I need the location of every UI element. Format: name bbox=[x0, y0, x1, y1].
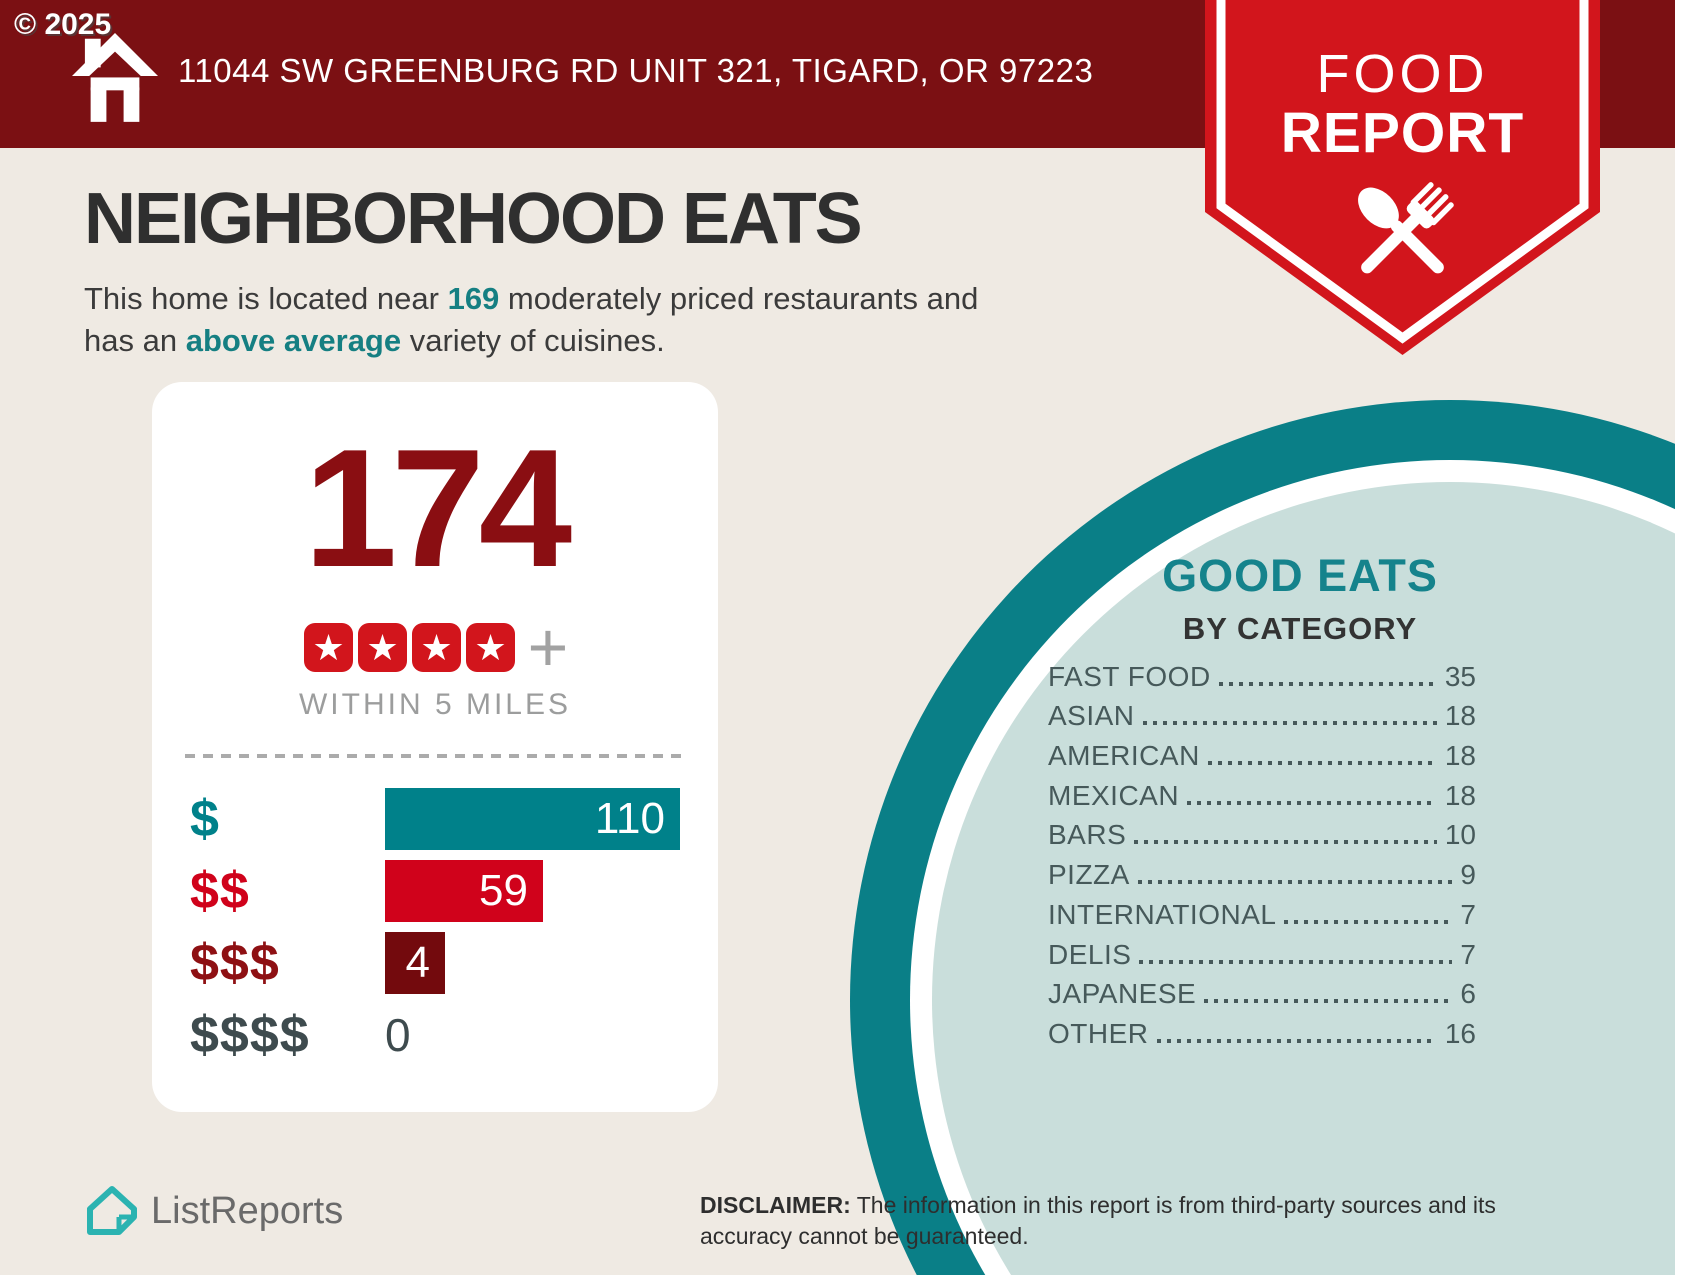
dotted-leader bbox=[1156, 1038, 1437, 1043]
category-label: BARS bbox=[1048, 819, 1127, 851]
category-list: FAST FOOD 35 ASIAN 18 AMERICAN 18 MEXICAN 18 BAR… bbox=[1048, 652, 1476, 1049]
category-value: 7 bbox=[1460, 938, 1476, 970]
dotted-leader bbox=[1284, 919, 1453, 924]
category-value: 9 bbox=[1460, 859, 1476, 891]
good-eats-subtitle: BY CATEGORY bbox=[1182, 611, 1418, 646]
category-label: PIZZA bbox=[1048, 859, 1130, 891]
category-value: 18 bbox=[1444, 779, 1476, 811]
food-report-ribbon: FOOD REPORT bbox=[1205, 0, 1600, 355]
intro-line1: This home is located near 169 moderately… bbox=[84, 281, 979, 316]
category-label: AMERICAN bbox=[1048, 740, 1200, 772]
dotted-leader bbox=[1207, 761, 1437, 766]
category-label: JAPANESE bbox=[1048, 978, 1197, 1010]
radius-label: WITHIN 5 MILES bbox=[298, 688, 572, 721]
dotted-leader bbox=[1204, 999, 1453, 1004]
copyright-text: © 2025 bbox=[14, 8, 112, 41]
category-label: MEXICAN bbox=[1048, 779, 1180, 811]
star-icon: ★ bbox=[412, 623, 462, 672]
category-value: 35 bbox=[1444, 660, 1476, 692]
category-label: ASIAN bbox=[1048, 700, 1135, 732]
good-eats-title: GOOD EATS bbox=[1162, 550, 1438, 601]
category-label: INTERNATIONAL bbox=[1048, 898, 1277, 930]
variety-accent: above average bbox=[185, 323, 402, 358]
dotted-leader bbox=[1139, 959, 1453, 964]
category-row: PIZZA 9 bbox=[1048, 850, 1476, 890]
price-level-value: 110 bbox=[594, 794, 665, 843]
category-row: MEXICAN 18 bbox=[1048, 771, 1476, 811]
price-level-value: 0 bbox=[385, 1009, 411, 1061]
disclaimer: DISCLAIMER: The information in this repo… bbox=[700, 1192, 1496, 1249]
category-value: 16 bbox=[1444, 1017, 1476, 1049]
category-row: INTERNATIONAL 7 bbox=[1048, 890, 1476, 930]
price-level-value: 59 bbox=[479, 866, 528, 915]
good-eats-heading: GOOD EATS BY CATEGORY bbox=[1090, 550, 1510, 647]
price-level-label: $$$ bbox=[190, 934, 280, 992]
spoon-fork-icon bbox=[1358, 182, 1454, 274]
price-row: $$$ 4 bbox=[190, 932, 445, 994]
restaurant-count: 174 bbox=[303, 414, 572, 602]
category-row: BARS 10 bbox=[1048, 811, 1476, 851]
price-level-value: 4 bbox=[405, 938, 430, 987]
category-value: 7 bbox=[1460, 898, 1476, 930]
price-level-label: $ bbox=[190, 790, 220, 848]
price-level-bar: 4 bbox=[385, 932, 445, 994]
dotted-leader bbox=[1218, 681, 1437, 686]
price-level-label: $$ bbox=[190, 862, 250, 920]
category-label: OTHER bbox=[1048, 1017, 1149, 1049]
restaurant-stats-card: 174 ★ ★ ★ ★ + WITHIN 5 MILES $110 $$ 59 $$$ 4 $$$… bbox=[152, 382, 718, 1112]
category-label: DELIS bbox=[1048, 938, 1132, 970]
restaurant-count-accent: 169 bbox=[447, 281, 500, 316]
listreports-house-icon bbox=[87, 1186, 137, 1235]
category-value: 18 bbox=[1444, 740, 1476, 772]
category-row: JAPANESE 6 bbox=[1048, 970, 1476, 1010]
listreports-logo: ListReports bbox=[85, 1184, 343, 1238]
intro-text: This home is located near 169 moderately… bbox=[84, 278, 978, 362]
dotted-leader bbox=[1142, 721, 1437, 726]
dashed-divider bbox=[185, 754, 685, 758]
star-icon: ★ bbox=[304, 623, 354, 672]
price-row: $$$$ 0 bbox=[190, 1004, 411, 1066]
star-rating: ★ ★ ★ ★ + bbox=[152, 608, 718, 686]
star-icon: ★ bbox=[466, 623, 516, 672]
price-row: $$ 59 bbox=[190, 860, 543, 922]
price-level-bar: 59 bbox=[385, 860, 543, 922]
plus-icon: + bbox=[527, 608, 569, 686]
category-row: OTHER 16 bbox=[1048, 1009, 1476, 1049]
home-icon bbox=[72, 30, 158, 127]
right-margin bbox=[1675, 0, 1700, 1275]
price-level-label: $$$$ bbox=[190, 1006, 310, 1064]
category-value: 10 bbox=[1444, 819, 1476, 851]
category-value: 18 bbox=[1444, 700, 1476, 732]
page-title: NEIGHBORHOOD EATS bbox=[84, 179, 863, 259]
category-row: FAST FOOD 35 bbox=[1048, 652, 1476, 692]
property-address: 11044 SW GREENBURG RD UNIT 321, TIGARD, … bbox=[178, 52, 1094, 89]
dotted-leader bbox=[1187, 800, 1437, 805]
dotted-leader bbox=[1137, 880, 1453, 885]
dotted-leader bbox=[1134, 840, 1437, 845]
category-value: 6 bbox=[1460, 978, 1476, 1010]
category-label: FAST FOOD bbox=[1048, 660, 1211, 692]
brand-name: ListReports bbox=[151, 1189, 344, 1232]
price-level-bar: 110 bbox=[385, 788, 680, 850]
star-icon: ★ bbox=[358, 623, 408, 672]
category-row: DELIS 7 bbox=[1048, 930, 1476, 970]
ribbon-line1: FOOD bbox=[1317, 44, 1489, 104]
disclaimer-label: DISCLAIMER: bbox=[700, 1192, 851, 1218]
price-row: $110 bbox=[190, 788, 680, 850]
category-row: ASIAN 18 bbox=[1048, 692, 1476, 732]
intro-line2: has an above average variety of cuisines… bbox=[84, 323, 665, 358]
category-row: AMERICAN 18 bbox=[1048, 731, 1476, 771]
ribbon-line2: REPORT bbox=[1281, 101, 1525, 165]
